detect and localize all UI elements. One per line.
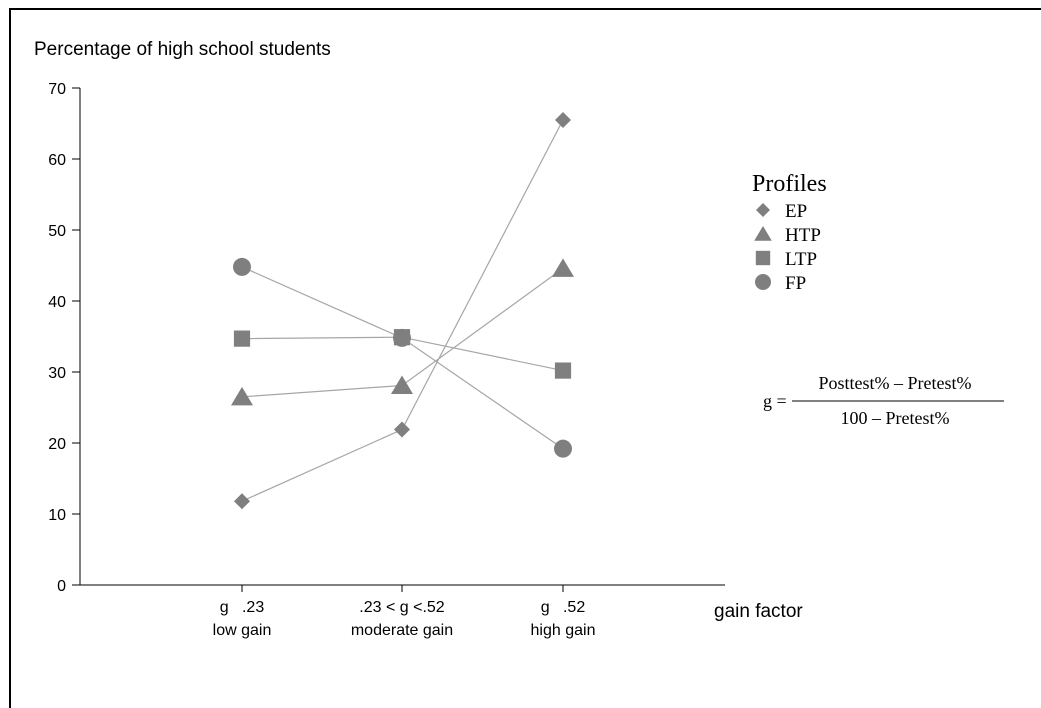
- legend-label-ep: EP: [785, 201, 807, 222]
- chart-title: Percentage of high school students: [34, 39, 331, 60]
- legend-title: Profiles: [752, 171, 827, 197]
- y-tick-label: 30: [48, 365, 66, 382]
- chart-frame: [9, 8, 1041, 708]
- data-point-htp: [552, 258, 574, 277]
- x-ticks: g .23 low gain .23 < g <.52 moderate gain g …: [213, 585, 596, 639]
- legend-marker-htp: [754, 226, 772, 241]
- x-tick-label: low gain: [213, 622, 272, 639]
- y-tick-label: 70: [48, 81, 66, 98]
- gain-formula: g = Posttest% – Pretest% 100 – Pretest%: [763, 373, 1004, 428]
- data-point-ep: [234, 493, 250, 510]
- data-point-ep: [394, 421, 410, 438]
- legend-marker-ep: [756, 203, 770, 217]
- y-tick-label: 0: [57, 578, 66, 595]
- series-markers: [231, 111, 574, 510]
- data-point-htp: [231, 386, 253, 406]
- data-point-ltp: [233, 330, 251, 347]
- data-point-fp: [393, 328, 411, 347]
- legend-label-ltp: LTP: [785, 249, 817, 270]
- legend-marker-ltp: [755, 250, 771, 266]
- formula-numerator: Posttest% – Pretest%: [819, 373, 972, 393]
- y-tick-label: 10: [48, 507, 66, 524]
- data-point-fp: [233, 257, 251, 276]
- y-tick-label: 60: [48, 152, 66, 169]
- x-axis-title: gain factor: [714, 601, 803, 622]
- legend-label-fp: FP: [785, 273, 806, 294]
- data-point-fp: [554, 439, 572, 458]
- x-tick-label: g .52: [541, 599, 586, 616]
- x-tick-label: .23 < g <.52: [359, 599, 445, 616]
- x-tick-label: moderate gain: [351, 622, 453, 639]
- y-ticks: 0 10 20 30 40 50 60 70: [48, 81, 80, 595]
- legend-marker-fp: [755, 274, 771, 290]
- series-line-fp: [241, 266, 564, 450]
- series-lines: [241, 119, 564, 502]
- formula-lhs: g =: [763, 391, 787, 411]
- y-tick-label: 50: [48, 223, 66, 240]
- legend: Profiles EP HTP LTP FP: [752, 171, 827, 294]
- y-tick-label: 20: [48, 436, 66, 453]
- y-tick-label: 40: [48, 294, 66, 311]
- series-line-ep: [241, 119, 564, 502]
- formula-denominator: 100 – Pretest%: [841, 408, 950, 428]
- legend-label-htp: HTP: [785, 225, 821, 246]
- data-point-ep: [555, 111, 571, 128]
- data-point-ltp: [554, 362, 572, 379]
- chart: Percentage of high school students 0 10 20…: [34, 39, 1004, 639]
- data-point-htp: [391, 375, 413, 394]
- x-tick-label: g .23: [220, 599, 265, 616]
- x-tick-label: high gain: [531, 622, 596, 639]
